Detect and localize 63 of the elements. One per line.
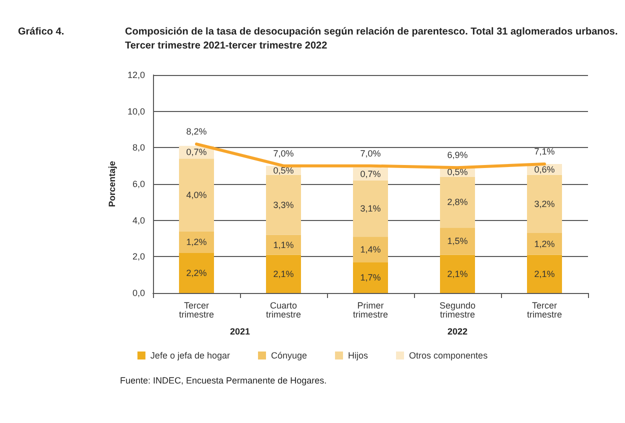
legend-label: Hijos bbox=[348, 350, 369, 360]
y-tick-label: 8,0 bbox=[132, 142, 145, 153]
data-label: 0,7% bbox=[360, 169, 381, 180]
bar bbox=[266, 234, 301, 255]
y-tick-label: 10,0 bbox=[127, 106, 145, 116]
bar bbox=[179, 231, 214, 254]
data-label: 1,1% bbox=[273, 240, 294, 250]
chart-subtitle: Tercer trimestre 2021-tercer trimestre 2022 bbox=[125, 40, 328, 52]
bar bbox=[179, 158, 214, 232]
text: 2021 bbox=[230, 326, 250, 336]
data-label: 3,1% bbox=[360, 204, 381, 214]
data-label: 2,2% bbox=[186, 268, 207, 278]
y-tick-label: 4,0 bbox=[132, 215, 145, 226]
data-label: 7,0% bbox=[360, 148, 381, 158]
x-tick-label: Cuarto trimestre bbox=[266, 300, 302, 320]
x-tick-label: Tercer trimestre bbox=[526, 300, 562, 320]
data-label: 7,1% bbox=[534, 146, 555, 157]
x-tick-label: Segundo trimestre bbox=[439, 300, 476, 320]
data-label: 6,9% bbox=[447, 150, 468, 160]
data-label: 0,5% bbox=[447, 167, 468, 178]
bar bbox=[353, 262, 388, 293]
data-label: 7,0% bbox=[273, 148, 294, 158]
data-label: 1,4% bbox=[360, 244, 381, 254]
legend-label: Otros componentes bbox=[409, 350, 488, 360]
data-label: 0,7% bbox=[186, 147, 207, 158]
data-label: 3,2% bbox=[534, 198, 555, 209]
y-tick-label: 6,0 bbox=[132, 179, 145, 189]
bar bbox=[179, 253, 214, 293]
data-label: 2,1% bbox=[273, 268, 294, 279]
bar bbox=[527, 254, 562, 293]
data-label: 0,5% bbox=[273, 165, 294, 176]
legend-label: Cónyuge bbox=[270, 350, 308, 360]
y-tick-label: 2,0 bbox=[132, 252, 145, 262]
chart-title: Composición de la tasa de desocupación según relación de parentesco. Total 31 aglomerados urbanos. bbox=[125, 26, 618, 38]
y-tick-label: 0,0 bbox=[132, 288, 145, 298]
data-label: 2,8% bbox=[447, 197, 468, 208]
data-label: 1,7% bbox=[360, 272, 381, 283]
data-label: 8,2% bbox=[186, 126, 207, 137]
bar bbox=[527, 233, 562, 255]
text: 2022 bbox=[447, 326, 468, 336]
bar bbox=[440, 228, 475, 255]
y-axis-title: Porcentaje bbox=[107, 160, 118, 208]
bar bbox=[266, 174, 301, 235]
bar bbox=[440, 254, 475, 293]
bar bbox=[440, 176, 475, 228]
data-label: 1,2% bbox=[534, 238, 555, 249]
data-label: 2,1% bbox=[447, 268, 468, 279]
x-tick-label: Tercer trimestre bbox=[178, 300, 214, 320]
bar bbox=[266, 254, 301, 293]
data-label: 4,0% bbox=[186, 190, 207, 200]
data-label: 2,1% bbox=[534, 268, 555, 279]
bar bbox=[353, 236, 388, 262]
y-tick-label: 12,0 bbox=[127, 70, 145, 80]
bar bbox=[353, 180, 388, 237]
data-label: 3,3% bbox=[273, 200, 294, 210]
data-label: 1,5% bbox=[447, 236, 468, 246]
data-label: 0,6% bbox=[534, 164, 555, 174]
x-tick-label: Primer trimestre bbox=[352, 300, 388, 320]
source-note: Fuente: INDEC, Encuesta Permanente de Hogares. bbox=[120, 376, 327, 386]
text: Gráfico 4. bbox=[18, 26, 64, 38]
bar bbox=[527, 174, 562, 234]
data-label: 1,2% bbox=[186, 237, 207, 248]
legend-label: Jefe o jefa de hogar bbox=[150, 350, 230, 360]
